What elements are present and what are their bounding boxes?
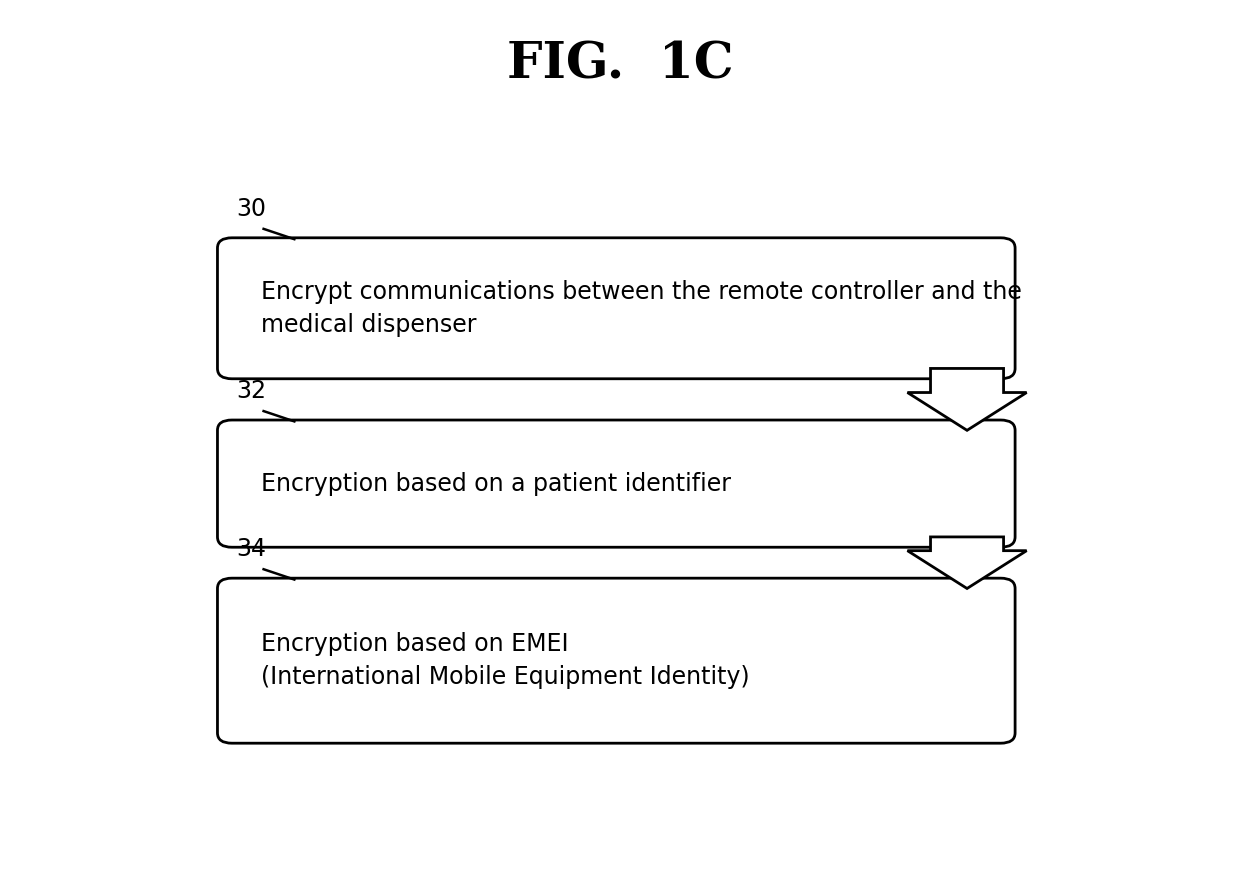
- Text: 30: 30: [237, 196, 267, 221]
- Text: FIG.  1C: FIG. 1C: [507, 40, 733, 89]
- Polygon shape: [908, 369, 1027, 430]
- Text: Encryption based on a patient identifier: Encryption based on a patient identifier: [260, 472, 730, 496]
- Text: Encryption based on EMEI
(International Mobile Equipment Identity): Encryption based on EMEI (International …: [260, 632, 749, 689]
- FancyBboxPatch shape: [217, 578, 1016, 743]
- FancyBboxPatch shape: [217, 238, 1016, 379]
- Text: 34: 34: [237, 537, 267, 561]
- Text: Encrypt communications between the remote controller and the
medical dispenser: Encrypt communications between the remot…: [260, 280, 1022, 337]
- FancyBboxPatch shape: [217, 420, 1016, 547]
- Text: 32: 32: [237, 379, 267, 403]
- Polygon shape: [908, 537, 1027, 588]
